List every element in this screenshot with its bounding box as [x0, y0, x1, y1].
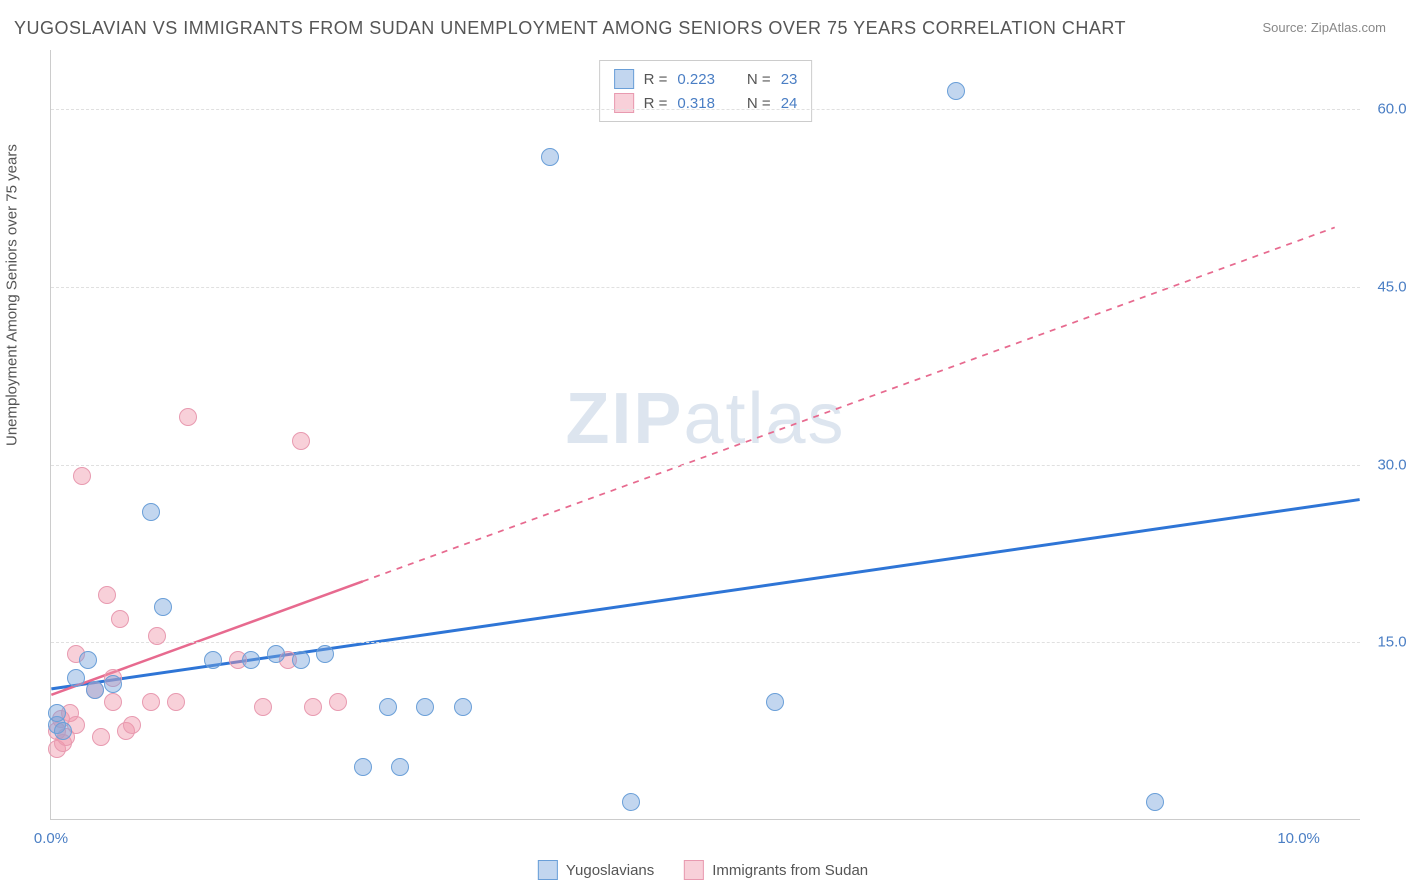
scatter-point — [379, 698, 397, 716]
scatter-point — [142, 503, 160, 521]
scatter-point — [304, 698, 322, 716]
gridline — [51, 465, 1360, 466]
y-axis-label: Unemployment Among Seniors over 75 years — [4, 144, 21, 446]
scatter-point — [142, 693, 160, 711]
scatter-point — [292, 432, 310, 450]
stats-r-label: R = — [644, 71, 668, 88]
scatter-point — [154, 598, 172, 616]
y-tick-label: 45.0% — [1377, 278, 1406, 295]
scatter-point — [254, 698, 272, 716]
y-tick-label: 30.0% — [1377, 456, 1406, 473]
legend-item: Yugoslavians — [538, 860, 654, 880]
scatter-point — [541, 148, 559, 166]
scatter-point — [947, 82, 965, 100]
scatter-point — [204, 651, 222, 669]
scatter-point — [622, 793, 640, 811]
scatter-point — [416, 698, 434, 716]
x-tick-label: 10.0% — [1277, 830, 1320, 847]
chart-title: YUGOSLAVIAN VS IMMIGRANTS FROM SUDAN UNE… — [14, 18, 1126, 39]
legend-item: Immigrants from Sudan — [684, 860, 868, 880]
stats-n-value: 23 — [781, 71, 798, 88]
stats-legend-box: R = 0.223 N = 23 R =0.318N =24 — [599, 60, 813, 122]
stats-row: R = 0.223 N = 23 — [614, 67, 798, 91]
scatter-point — [766, 693, 784, 711]
scatter-point — [167, 693, 185, 711]
scatter-point — [329, 693, 347, 711]
scatter-point — [292, 651, 310, 669]
scatter-point — [48, 704, 66, 722]
swatch-icon — [538, 860, 558, 880]
y-tick-label: 15.0% — [1377, 634, 1406, 651]
chart-container: YUGOSLAVIAN VS IMMIGRANTS FROM SUDAN UNE… — [0, 0, 1406, 892]
scatter-point — [148, 627, 166, 645]
scatter-point — [54, 722, 72, 740]
stats-row: R =0.318N =24 — [614, 91, 798, 115]
scatter-point — [123, 716, 141, 734]
scatter-point — [111, 610, 129, 628]
legend-label: Immigrants from Sudan — [712, 862, 868, 879]
scatter-point — [242, 651, 260, 669]
swatch-icon — [684, 860, 704, 880]
scatter-point — [104, 675, 122, 693]
scatter-point — [316, 645, 334, 663]
gridline — [51, 642, 1360, 643]
trend-line-dashed — [363, 227, 1335, 581]
stats-r-value: 0.223 — [677, 71, 715, 88]
swatch-icon — [614, 69, 634, 89]
scatter-point — [267, 645, 285, 663]
scatter-point — [179, 408, 197, 426]
legend-label: Yugoslavians — [566, 862, 654, 879]
scatter-point — [454, 698, 472, 716]
scatter-point — [92, 728, 110, 746]
y-tick-label: 60.0% — [1377, 101, 1406, 118]
scatter-point — [354, 758, 372, 776]
x-tick-label: 0.0% — [34, 830, 68, 847]
watermark: ZIPatlas — [565, 378, 845, 460]
scatter-point — [391, 758, 409, 776]
scatter-point — [104, 693, 122, 711]
scatter-point — [98, 586, 116, 604]
scatter-point — [1146, 793, 1164, 811]
gridline — [51, 287, 1360, 288]
watermark-text-b: atlas — [683, 379, 845, 459]
source-label: Source: ZipAtlas.com — [1262, 20, 1386, 35]
bottom-legend: Yugoslavians Immigrants from Sudan — [538, 860, 868, 880]
watermark-text-a: ZIP — [565, 379, 683, 459]
scatter-point — [73, 467, 91, 485]
stats-n-label: N = — [747, 71, 771, 88]
trend-lines-svg — [51, 50, 1360, 819]
gridline — [51, 109, 1360, 110]
plot-area: ZIPatlas R =0.223N =23R =0.318N =24 15.0… — [50, 50, 1360, 820]
scatter-point — [86, 681, 104, 699]
scatter-point — [79, 651, 97, 669]
scatter-point — [67, 669, 85, 687]
